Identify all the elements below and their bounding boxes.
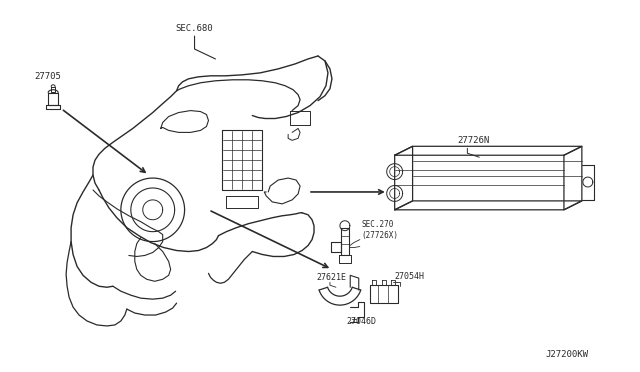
Text: 27726N: 27726N — [458, 136, 490, 145]
Text: J27200KW: J27200KW — [546, 350, 589, 359]
Text: SEC.680: SEC.680 — [176, 24, 213, 33]
Text: SEC.270
(27726X): SEC.270 (27726X) — [362, 220, 399, 240]
Text: 27054H: 27054H — [395, 272, 425, 281]
Text: 27705: 27705 — [35, 72, 61, 81]
Text: 27621E: 27621E — [316, 273, 346, 282]
Text: 27046D: 27046D — [347, 317, 377, 326]
